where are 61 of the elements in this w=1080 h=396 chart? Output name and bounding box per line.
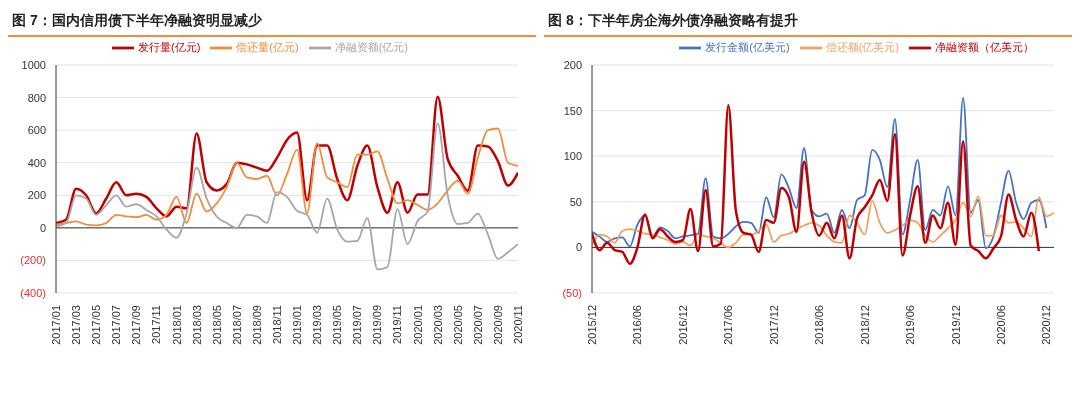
legend-label: 净融资额(亿元) [334,40,408,53]
y-tick-label: (200) [20,254,46,267]
x-tick-label: 2017/01 [50,305,62,345]
x-tick-label: 2018/07 [230,305,243,345]
x-tick-label: 2015/12 [586,305,598,345]
x-tick-label: 2020/07 [471,305,484,345]
x-tick-label: 2020/12 [1040,305,1053,345]
x-tick-label: 2019/09 [371,305,384,345]
legend-label: 偿还额(亿美元) [825,40,899,53]
y-tick-label: 600 [27,124,46,137]
x-tick-label: 2017/05 [90,305,103,345]
x-tick-label: 2018/03 [190,305,203,345]
x-tick-label: 2018/09 [250,305,263,345]
x-tick-label: 2019/06 [904,305,917,345]
x-tick-label: 2019/03 [311,305,324,345]
x-tick-label: 2020/03 [431,305,444,345]
x-tick-label: 2018/12 [858,305,871,345]
x-tick-label: 2017/11 [150,305,163,344]
line-series [56,127,518,227]
y-tick-label: 200 [27,189,46,202]
x-tick-label: 2017/06 [722,305,735,345]
y-tick-label: 200 [563,59,582,71]
x-tick-label: 2018/01 [170,305,183,345]
y-tick-label: 1000 [21,59,46,71]
x-tick-label: 2017/09 [130,305,143,345]
line-series [56,95,518,225]
x-tick-label: 2017/07 [110,305,123,345]
x-tick-label: 2017/03 [70,305,83,345]
legend-label: 发行量(亿元) [138,40,201,53]
line-series [56,122,518,271]
legend-label: 净融资额（亿美元） [935,40,1034,53]
y-tick-label: 100 [563,150,582,163]
x-tick-label: 2018/06 [813,305,826,345]
x-tick-label: 2020/01 [411,305,424,345]
x-tick-label: 2019/11 [391,305,404,344]
chart-title: 图 8：下半年房企海外债净融资略有提升 [544,8,1072,37]
y-tick-label: 0 [575,241,582,254]
x-tick-label: 2020/09 [491,305,504,345]
x-tick-label: 2016/06 [631,305,644,345]
y-tick-label: 150 [563,104,582,117]
y-tick-label: 800 [27,91,46,104]
y-tick-label: (50) [562,287,582,299]
x-tick-label: 2020/06 [994,305,1007,345]
legend-label: 偿还量(亿元) [236,40,299,53]
x-tick-label: 2019/12 [949,305,962,345]
x-tick-label: 2018/11 [270,305,283,344]
y-tick-label: 0 [39,221,46,234]
x-tick-label: 2019/07 [351,305,364,345]
x-tick-label: 2019/01 [291,305,304,345]
y-tick-label: 50 [569,195,582,208]
y-tick-label: (400) [20,287,46,299]
x-tick-label: 2020/11 [512,305,524,344]
x-tick-label: 2017/12 [767,305,780,345]
y-tick-label: 400 [27,156,46,169]
x-tick-label: 2018/05 [210,305,223,345]
x-tick-label: 2016/12 [676,305,689,345]
x-tick-label: 2020/05 [451,305,464,345]
line-series [592,195,1054,249]
chart-title: 图 7：国内信用债下半年净融资明显减少 [8,8,536,37]
x-tick-label: 2019/05 [331,305,344,345]
legend-label: 发行金额(亿美元) [705,40,790,53]
